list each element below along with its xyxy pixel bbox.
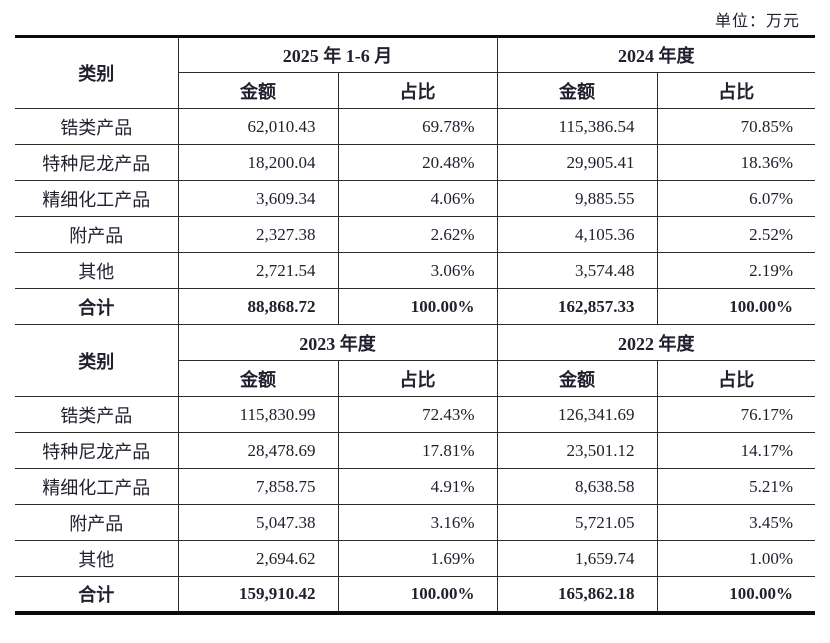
amount-cell: 5,047.38 (177, 504, 339, 541)
amount-cell: 8,638.58 (496, 468, 658, 505)
amount-cell: 3,609.34 (177, 180, 339, 217)
amount-cell: 23,501.12 (496, 432, 658, 469)
amount-cell: 4,105.36 (496, 216, 658, 253)
header-row-subcols-2: 金额 占比 金额 占比 (15, 360, 815, 397)
total-amount-cell: 88,868.72 (177, 288, 339, 325)
total-ratio-cell: 100.00% (337, 288, 498, 325)
total-row: 合计 88,868.72 100.00% 162,857.33 100.00% (15, 288, 815, 325)
header-row-periods-2: 类别 2023 年度 2022 年度 (15, 324, 815, 397)
amount-cell: 3,574.48 (496, 252, 658, 289)
ratio-cell: 14.17% (656, 432, 815, 469)
ratio-cell: 4.91% (337, 468, 498, 505)
amount-cell: 9,885.55 (496, 180, 658, 217)
total-label-cell: 合计 (15, 288, 179, 325)
ratio-header-cell: 占比 (337, 72, 498, 109)
amount-cell: 126,341.69 (496, 396, 658, 433)
unit-label: 单位：万元 (714, 13, 800, 30)
category-header-cell: 类别 (15, 36, 179, 109)
total-amount-cell: 159,910.42 (177, 576, 339, 613)
amount-header-cell: 金额 (496, 360, 658, 397)
total-label-cell: 合计 (15, 576, 179, 613)
ratio-cell: 1.69% (337, 540, 498, 577)
amount-header-cell: 金额 (178, 360, 339, 397)
category-cell: 特种尼龙产品 (15, 144, 179, 181)
header-row-periods-1: 类别 2025 年 1-6 月 2024 年度 (15, 36, 815, 109)
total-ratio-cell: 100.00% (656, 576, 815, 613)
total-ratio-cell: 100.00% (656, 288, 815, 325)
amount-cell: 1,659.74 (496, 540, 658, 577)
table-row: 其他 2,721.54 3.06% 3,574.48 2.19% (15, 252, 815, 289)
category-cell: 特种尼龙产品 (15, 432, 179, 469)
ratio-cell: 2.52% (656, 216, 815, 253)
ratio-cell: 6.07% (656, 180, 815, 217)
amount-cell: 28,478.69 (177, 432, 339, 469)
total-amount-cell: 162,857.33 (496, 288, 658, 325)
amount-cell: 7,858.75 (177, 468, 339, 505)
ratio-cell: 76.17% (656, 396, 815, 433)
ratio-cell: 70.85% (656, 108, 815, 145)
amount-header-cell: 金额 (496, 72, 658, 109)
amount-cell: 2,327.38 (177, 216, 339, 253)
amount-cell: 2,721.54 (177, 252, 339, 289)
table-row: 精细化工产品 7,858.75 4.91% 8,638.58 5.21% (15, 468, 815, 505)
table-row: 附产品 2,327.38 2.62% 4,105.36 2.52% (15, 216, 815, 253)
amount-header-cell: 金额 (178, 72, 339, 109)
period-header-cell: 2024 年度 (496, 36, 815, 73)
ratio-cell: 20.48% (337, 144, 498, 181)
category-cell: 附产品 (15, 504, 179, 541)
ratio-header-cell: 占比 (656, 360, 815, 397)
ratio-cell: 3.06% (337, 252, 498, 289)
table-row: 精细化工产品 3,609.34 4.06% 9,885.55 6.07% (15, 180, 815, 217)
category-cell: 锆类产品 (15, 396, 179, 433)
ratio-cell: 18.36% (656, 144, 815, 181)
category-header-cell: 类别 (15, 324, 179, 397)
category-cell: 精细化工产品 (15, 180, 179, 217)
ratio-cell: 5.21% (656, 468, 815, 505)
ratio-cell: 69.78% (337, 108, 498, 145)
period-header-cell: 2022 年度 (496, 324, 815, 361)
total-row: 合计 159,910.42 100.00% 165,862.18 100.00% (15, 576, 815, 613)
ratio-cell: 3.16% (337, 504, 498, 541)
revenue-by-category-table: 类别 2025 年 1-6 月 2024 年度 金额 占比 金额 占比 锆类产品… (15, 35, 815, 615)
period-header-cell: 2023 年度 (177, 324, 498, 361)
ratio-cell: 1.00% (656, 540, 815, 577)
ratio-header-cell: 占比 (337, 360, 498, 397)
category-cell: 精细化工产品 (15, 468, 179, 505)
period-header-cell: 2025 年 1-6 月 (177, 36, 498, 73)
total-amount-cell: 165,862.18 (496, 576, 658, 613)
category-cell: 锆类产品 (15, 108, 179, 145)
table-row: 其他 2,694.62 1.69% 1,659.74 1.00% (15, 540, 815, 577)
amount-cell: 115,386.54 (496, 108, 658, 145)
amount-cell: 5,721.05 (496, 504, 658, 541)
ratio-cell: 3.45% (656, 504, 815, 541)
ratio-cell: 17.81% (337, 432, 498, 469)
category-cell: 附产品 (15, 216, 179, 253)
table-row: 特种尼龙产品 28,478.69 17.81% 23,501.12 14.17% (15, 432, 815, 469)
amount-cell: 29,905.41 (496, 144, 658, 181)
table-row: 锆类产品 115,830.99 72.43% 126,341.69 76.17% (15, 396, 815, 433)
ratio-header-cell: 占比 (656, 72, 815, 109)
ratio-cell: 2.62% (337, 216, 498, 253)
ratio-cell: 2.19% (656, 252, 815, 289)
ratio-cell: 72.43% (337, 396, 498, 433)
table-row: 锆类产品 62,010.43 69.78% 115,386.54 70.85% (15, 108, 815, 145)
table-row: 附产品 5,047.38 3.16% 5,721.05 3.45% (15, 504, 815, 541)
amount-cell: 2,694.62 (177, 540, 339, 577)
amount-cell: 115,830.99 (177, 396, 339, 433)
amount-cell: 18,200.04 (177, 144, 339, 181)
total-ratio-cell: 100.00% (337, 576, 498, 613)
category-cell: 其他 (15, 252, 179, 289)
ratio-cell: 4.06% (337, 180, 498, 217)
amount-cell: 62,010.43 (177, 108, 339, 145)
table-row: 特种尼龙产品 18,200.04 20.48% 29,905.41 18.36% (15, 144, 815, 181)
category-cell: 其他 (15, 540, 179, 577)
